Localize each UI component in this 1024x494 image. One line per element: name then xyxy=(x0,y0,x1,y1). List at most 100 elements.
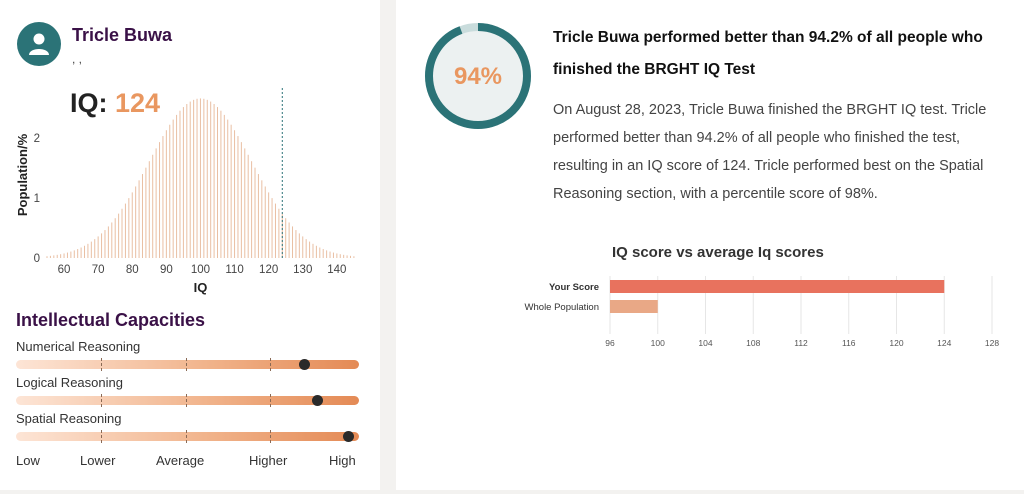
profile-card: Tricle Buwa , , IQ: 124 60 70 80 90 100 110 12… xyxy=(0,0,380,490)
distribution-bar xyxy=(138,180,140,258)
capacity-marker xyxy=(312,395,324,406)
distribution-bar xyxy=(210,101,212,259)
x-tick-label: 124 xyxy=(937,338,951,348)
distribution-bar xyxy=(319,247,321,258)
distribution-bar xyxy=(66,252,68,258)
capacity-label-logical: Logical Reasoning xyxy=(16,375,123,390)
distribution-bar xyxy=(240,142,242,258)
x-tick-label: 70 xyxy=(92,264,105,276)
x-tick-label: 100 xyxy=(191,264,210,276)
user-subline: , , xyxy=(72,52,83,66)
scale-tick xyxy=(101,430,102,443)
distribution-bar xyxy=(63,253,65,258)
bar xyxy=(610,300,658,313)
scale-label-higher: Higher xyxy=(249,453,288,468)
distribution-bar xyxy=(104,230,106,258)
distribution-bar xyxy=(302,236,304,258)
iq-label: IQ: xyxy=(70,88,108,118)
distribution-bar xyxy=(169,124,171,258)
percentile-ring: 94% xyxy=(425,23,531,129)
distribution-bar xyxy=(128,198,130,258)
bar xyxy=(610,280,945,293)
distribution-bar xyxy=(322,249,324,258)
distribution-bar xyxy=(251,161,253,258)
distribution-bar xyxy=(46,256,48,258)
scale-tick xyxy=(270,394,271,407)
distribution-bar xyxy=(223,114,225,258)
y-tick-label: 2 xyxy=(34,133,40,145)
percentile-label: 94% xyxy=(454,63,502,90)
result-headline: Tricle Buwa performed better than 94.2% … xyxy=(553,29,983,78)
distribution-bar xyxy=(70,251,72,258)
x-tick-label: 96 xyxy=(605,338,615,348)
distribution-bar xyxy=(315,245,317,258)
distribution-bar xyxy=(329,251,331,258)
category-label: Your Score xyxy=(549,282,599,293)
scale-label-high: High xyxy=(329,453,356,468)
distribution-bar xyxy=(118,213,120,258)
distribution-bar xyxy=(261,180,263,258)
distribution-bar xyxy=(353,256,355,258)
distribution-bar xyxy=(49,255,51,258)
distribution-bar xyxy=(135,186,137,258)
scale-tick xyxy=(186,430,187,443)
x-tick-label: 130 xyxy=(293,264,312,276)
distribution-bar xyxy=(309,241,311,258)
distribution-bar xyxy=(101,233,103,258)
distribution-bar xyxy=(179,110,181,258)
y-axis-label: Population/% xyxy=(15,133,30,216)
category-label: Whole Population xyxy=(525,302,599,313)
distribution-bar xyxy=(343,254,345,258)
distribution-bar xyxy=(111,222,113,258)
distribution-bar xyxy=(271,198,273,258)
distribution-bar xyxy=(87,243,89,258)
avatar xyxy=(17,22,61,66)
ring-progress xyxy=(425,23,531,129)
x-tick-label: 120 xyxy=(889,338,903,348)
distribution-bar xyxy=(94,239,96,258)
distribution-bar xyxy=(288,222,290,258)
capacity-label-spatial: Spatial Reasoning xyxy=(16,411,122,426)
distribution-bar xyxy=(203,98,205,258)
distribution-bar xyxy=(165,130,167,258)
distribution-bar xyxy=(148,161,150,258)
distribution-bar xyxy=(189,101,191,259)
distribution-bar xyxy=(56,254,58,258)
distribution-bar xyxy=(285,218,287,258)
distribution-bar xyxy=(227,119,229,258)
distribution-bar xyxy=(254,167,256,258)
capacity-marker xyxy=(343,431,355,442)
result-paragraph: On August 28, 2023, Tricle Buwa finished… xyxy=(553,102,987,202)
x-tick-label: 108 xyxy=(746,338,760,348)
distribution-bar xyxy=(312,243,314,258)
distribution-bar xyxy=(73,250,75,258)
distribution-bar xyxy=(199,98,201,258)
x-tick-label: 140 xyxy=(327,264,346,276)
x-tick-label: 104 xyxy=(698,338,712,348)
iq-comparison-chart: 96 100 104 108 112 116 120 124 128 Your Score Whol… xyxy=(525,276,999,348)
iq-value: 124 xyxy=(115,88,161,118)
distribution-bar xyxy=(77,249,79,258)
distribution-bar xyxy=(298,233,300,258)
capacities-title: Intellectual Capacities xyxy=(16,310,206,330)
distribution-bar xyxy=(339,254,341,258)
scale-label-lower: Lower xyxy=(80,453,116,468)
user-icon xyxy=(29,33,49,55)
capacity-bar-logical xyxy=(16,394,359,407)
y-tick-label: 1 xyxy=(34,193,40,205)
distribution-bar xyxy=(90,241,92,258)
distribution-bar xyxy=(172,119,174,258)
summary-card: 94% Tricle Buwa performed better than 94… xyxy=(396,0,1024,490)
distribution-bars xyxy=(46,98,355,259)
distribution-bar xyxy=(121,208,123,258)
distribution-bar xyxy=(186,103,188,258)
x-tick-label: 120 xyxy=(259,264,278,276)
distribution-bar xyxy=(278,208,280,258)
x-tick-label: 80 xyxy=(126,264,139,276)
distribution-bar xyxy=(220,110,222,258)
distribution-bar xyxy=(131,192,133,258)
scale-tick xyxy=(186,358,187,371)
capacity-label-numerical: Numerical Reasoning xyxy=(16,339,141,354)
scale-tick xyxy=(186,394,187,407)
x-axis-label: IQ xyxy=(194,280,208,295)
